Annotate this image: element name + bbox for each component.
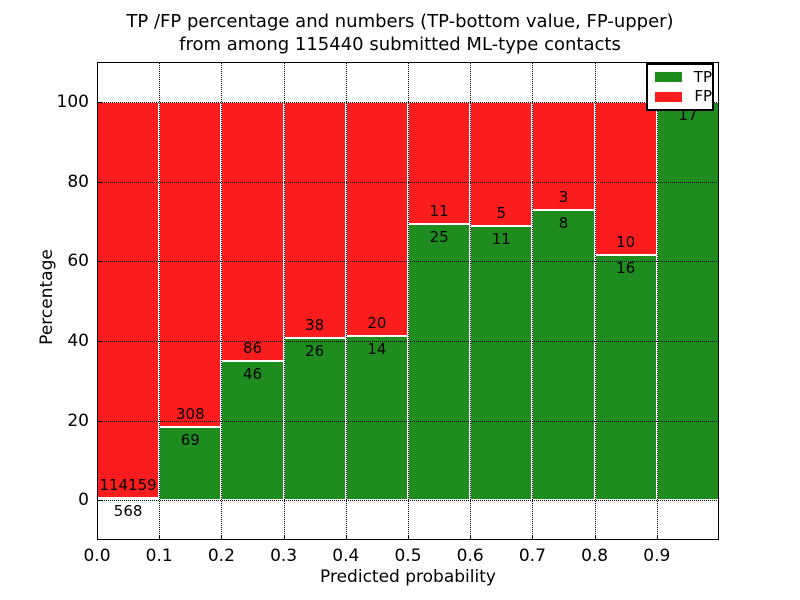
- x-gridline: [470, 62, 472, 540]
- fp-count-label: 38: [305, 316, 325, 335]
- x-tick-label: 0.3: [270, 546, 298, 566]
- x-gridline: [656, 62, 658, 540]
- bar-segment-tp: [408, 223, 471, 501]
- legend-label-fp: FP: [694, 87, 712, 106]
- fp-count-label: 11: [429, 201, 449, 220]
- x-tick-label: 0.5: [394, 546, 422, 566]
- x-tick-mark: [656, 535, 658, 540]
- x-tick-label: 0.4: [332, 546, 360, 566]
- y-tick-mark: [97, 340, 102, 342]
- x-tick-mark: [345, 535, 347, 540]
- fp-count-label: 5: [496, 204, 507, 223]
- y-tick-mark: [97, 500, 102, 502]
- x-gridline: [345, 62, 347, 540]
- tp-count-label: 46: [242, 365, 263, 384]
- bar-segment-tp: [470, 226, 533, 501]
- x-tick-mark: [159, 535, 161, 540]
- x-tick-label: 0.2: [207, 546, 235, 566]
- y-tick-mark: [97, 181, 102, 183]
- x-tick-mark: [97, 535, 98, 540]
- y-tick-label: 20: [67, 410, 89, 431]
- x-tick-label: 0.8: [581, 546, 609, 566]
- x-tick-mark: [221, 535, 223, 540]
- tp-count-label: 69: [180, 431, 200, 450]
- chart-title-line1: TP /FP percentage and numbers (TP-bottom…: [126, 11, 674, 32]
- x-tick-mark: [408, 535, 409, 540]
- fp-count-label: 20: [367, 314, 387, 333]
- legend-label-tp: TP: [693, 67, 712, 86]
- y-tick-label: 80: [67, 171, 89, 192]
- bar-segment-fp: [283, 101, 346, 339]
- chart-title-line2: from among 115440 submitted ML-type cont…: [179, 34, 621, 55]
- x-gridline: [532, 62, 534, 540]
- chart-title: TP /FP percentage and numbers (TP-bottom…: [89, 10, 711, 56]
- fp-count-label: 3: [558, 188, 569, 207]
- y-tick-mark: [97, 420, 102, 422]
- bar-segment-tp: [221, 361, 284, 501]
- legend: TP FP: [646, 63, 714, 111]
- tp-swatch-icon: [655, 72, 682, 83]
- tp-count-label: 26: [305, 342, 325, 361]
- bar-segment-fp: [221, 101, 284, 362]
- x-gridline: [97, 62, 98, 540]
- fp-count-label: 308: [175, 405, 205, 424]
- x-tick-mark: [594, 535, 596, 540]
- fp-count-label: 114159: [99, 476, 157, 495]
- tp-count-label: 11: [491, 230, 511, 249]
- y-tick-label: 40: [67, 330, 89, 351]
- tp-count-label: 16: [616, 259, 636, 278]
- tp-count-label: 568: [113, 502, 143, 521]
- bar-segment-fp: [97, 101, 160, 499]
- tp-count-label: 14: [367, 340, 387, 359]
- fp-swatch-icon: [655, 91, 682, 102]
- y-tick-mark: [97, 101, 102, 103]
- bar-segment-fp: [159, 101, 222, 428]
- legend-entry-fp: FP: [648, 89, 712, 104]
- y-tick-mark: [97, 261, 102, 263]
- legend-entry-tp: TP: [648, 67, 712, 86]
- tp-count-label: 25: [429, 227, 449, 246]
- x-tick-label: 0.6: [456, 546, 484, 566]
- x-gridline: [283, 62, 285, 540]
- bar-segment-fp: [345, 101, 408, 337]
- y-tick-label: 100: [56, 91, 89, 112]
- x-axis-label: Predicted probability: [320, 567, 496, 587]
- bar-segment-tp: [345, 336, 408, 501]
- x-gridline: [221, 62, 223, 540]
- bar-segment-tp: [532, 210, 595, 501]
- x-tick-mark: [283, 535, 285, 540]
- x-gridline: [159, 62, 161, 540]
- x-gridline: [594, 62, 596, 540]
- x-tick-label: 0.0: [83, 546, 111, 566]
- bar-segment-tp: [283, 338, 346, 501]
- x-gridline: [408, 62, 409, 540]
- fp-count-label: 10: [616, 233, 636, 252]
- x-tick-label: 0.9: [643, 546, 671, 566]
- x-tick-mark: [470, 535, 472, 540]
- x-tick-label: 0.7: [518, 546, 546, 566]
- bar-segment-tp: [594, 255, 657, 501]
- y-tick-label: 0: [78, 490, 89, 511]
- x-tick-label: 0.1: [145, 546, 173, 566]
- x-tick-mark: [532, 535, 534, 540]
- bar-segment-tp: [656, 101, 719, 501]
- tp-count-label: 8: [558, 214, 569, 233]
- fp-count-label: 86: [242, 339, 263, 358]
- y-tick-label: 60: [67, 251, 89, 272]
